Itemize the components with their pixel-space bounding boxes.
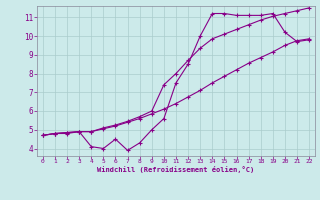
X-axis label: Windchill (Refroidissement éolien,°C): Windchill (Refroidissement éolien,°C): [97, 166, 255, 173]
